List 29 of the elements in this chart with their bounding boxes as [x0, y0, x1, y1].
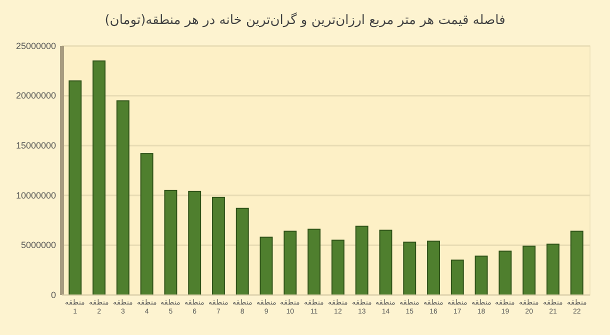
y-tick-label: 25000000: [16, 40, 56, 51]
bar: [403, 242, 416, 296]
bar: [474, 256, 488, 296]
bar: [355, 226, 368, 296]
bar: [498, 250, 512, 296]
bar: [164, 190, 178, 296]
bar: [188, 190, 202, 296]
bar: [260, 236, 273, 296]
bar: [570, 230, 584, 296]
bar: [236, 208, 249, 296]
bar: [68, 80, 82, 296]
bar: [212, 196, 225, 296]
bar: [284, 230, 297, 296]
y-tick-label: 0: [50, 290, 56, 300]
y-tick-label: 15000000: [16, 140, 56, 150]
bar: [116, 100, 130, 296]
bar: [308, 228, 321, 296]
bar: [140, 153, 154, 296]
y-tick-label: 20000000: [16, 90, 56, 101]
bar: [427, 240, 440, 296]
bar: [331, 240, 344, 296]
y-tick-label: 10000000: [16, 190, 56, 200]
bar: [92, 60, 106, 296]
bar: [450, 260, 464, 296]
bar: [379, 230, 392, 296]
bar: [546, 244, 560, 296]
y-tick-label: 5000000: [20, 240, 56, 250]
bar: [522, 246, 536, 296]
chart-title: فاصله قیمت هر متر مربع ارزان‌ترین و گران‌ترین خانه در هر منطقه(تومان): [104, 12, 506, 28]
